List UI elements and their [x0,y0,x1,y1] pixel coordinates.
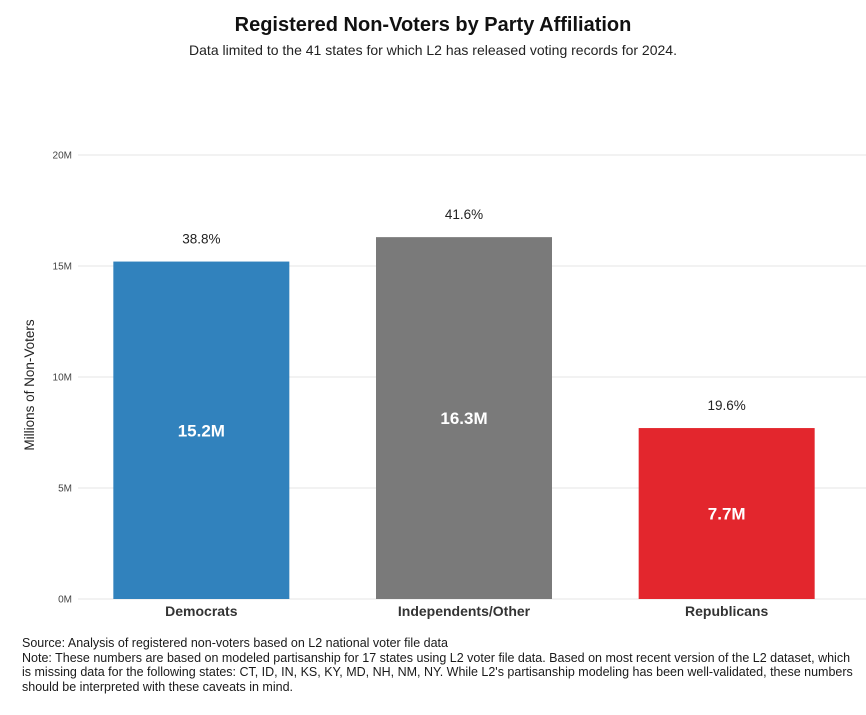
x-tick-label: Democrats [165,603,238,619]
y-axis-label: Millions of Non-Voters [22,319,37,451]
bar-republicans [638,428,815,599]
bar-percent-label: 38.8% [182,232,220,247]
y-tick-label: 5M [58,484,72,495]
x-tick-label: Republicans [685,603,768,619]
bar-value-label: 16.3M [440,409,487,428]
chart-subtitle: Data limited to the 41 states for which … [189,42,677,58]
bar-percent-label: 41.6% [445,207,483,222]
y-tick-label: 10M [53,373,72,384]
y-tick-label: 15M [53,262,72,273]
bar-independents-other [376,237,552,599]
bar-percent-label: 19.6% [708,398,746,413]
source-note: Source: Analysis of registered non-voter… [22,636,448,650]
x-tick-label: Independents/Other [398,603,531,619]
methodology-note: Note: These numbers are based on modeled… [22,650,853,694]
bar-value-label: 15.2M [178,421,225,440]
y-tick-label: 20M [53,151,72,162]
bar-democrats [113,261,290,599]
bar-chart: 0M 5M 10M 15M 20M Millions of Non-Voters 15.2M… [22,151,866,619]
chart-footer: Source: Analysis of registered non-voter… [22,636,858,694]
bar-value-label: 7.7M [708,505,746,524]
chart-title: Registered Non-Voters by Party Affiliati… [234,14,632,36]
y-tick-label: 0M [58,595,72,606]
